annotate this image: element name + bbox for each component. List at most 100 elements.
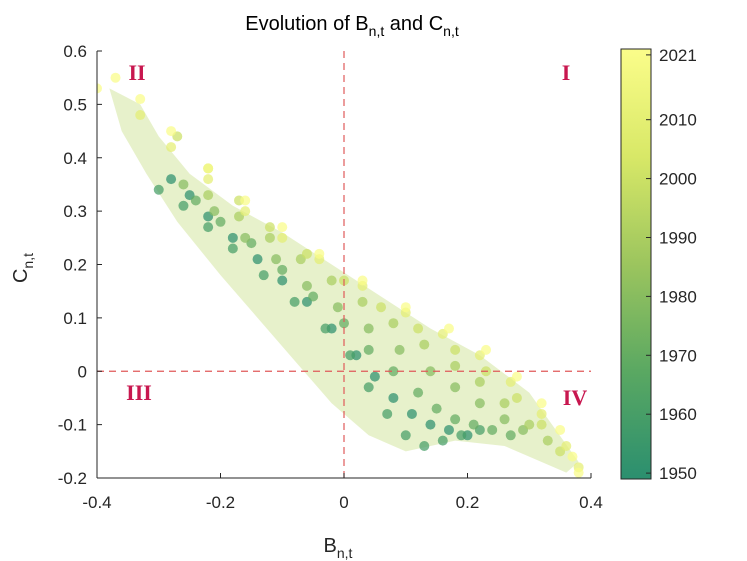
data-point [264, 232, 275, 243]
colorbar-tick-label: 2000 [659, 170, 697, 189]
data-point [487, 424, 498, 435]
data-point [376, 302, 387, 313]
data-point [413, 323, 424, 334]
data-point [536, 398, 547, 409]
y-tick-label: -0.1 [58, 416, 87, 435]
data-point [363, 323, 374, 334]
data-points [97, 72, 584, 478]
data-point [542, 435, 553, 446]
data-point [431, 403, 442, 414]
data-point [400, 430, 411, 441]
series-1970 [190, 195, 516, 441]
colorbar-tick-label: 2010 [659, 111, 697, 130]
data-point [456, 430, 467, 441]
data-point [363, 382, 374, 393]
quadrant-label-i: I [562, 60, 571, 85]
data-point [499, 398, 510, 409]
data-point [308, 291, 319, 302]
data-point [474, 376, 485, 387]
x-tick-label: -0.2 [206, 493, 235, 512]
data-point [240, 232, 251, 243]
data-point [425, 419, 436, 430]
data-point [271, 254, 282, 265]
data-point [419, 440, 430, 451]
series-1980 [178, 179, 529, 435]
data-point [400, 302, 411, 313]
y-tick-label: 0.2 [63, 256, 87, 275]
data-point [301, 248, 312, 259]
data-point [425, 366, 436, 377]
x-tick-label: 0.4 [579, 493, 603, 512]
data-point [135, 94, 146, 105]
axes: -0.4 -0.2 0 0.2 0.4 -0.2 -0.1 0 0.1 0.2 0.3 0.4 0.5 0… [58, 42, 603, 512]
data-point [413, 387, 424, 398]
data-point [277, 232, 288, 243]
x-tick-label: 0 [339, 493, 348, 512]
data-point [536, 419, 547, 430]
data-point [277, 264, 288, 275]
data-point [135, 110, 146, 121]
data-point [215, 216, 226, 227]
data-point [227, 232, 238, 243]
data-point [437, 435, 448, 446]
colorbar-gradient [620, 48, 652, 480]
data-point [320, 323, 331, 334]
data-point [190, 195, 201, 206]
data-point [388, 392, 399, 403]
data-point [555, 424, 566, 435]
quadrant-label-ii: II [128, 60, 145, 85]
data-point [382, 408, 393, 419]
data-point [474, 398, 485, 409]
data-point [406, 408, 417, 419]
chart-title: Evolution of Bn,t and Cn,t [245, 13, 459, 39]
y-axis-label: Cn,t [10, 253, 36, 283]
x-axis-label: Bn,t [324, 535, 353, 561]
data-point [97, 83, 102, 94]
data-point [301, 280, 312, 291]
data-point [394, 344, 405, 355]
x-tick-label: 0.2 [456, 493, 480, 512]
colorbar-tick-label: 1950 [659, 464, 697, 483]
quadrant-label-iv: IV [563, 385, 588, 410]
data-point [153, 184, 164, 195]
y-tick-label: 0.5 [63, 95, 87, 114]
data-point [388, 318, 399, 329]
data-point [110, 72, 121, 83]
x-tick-label: -0.4 [82, 493, 111, 512]
series-1960 [153, 184, 485, 451]
data-point [357, 296, 368, 307]
data-point [252, 254, 263, 265]
data-point [561, 440, 572, 451]
y-tick-label: 0 [78, 362, 87, 381]
data-point [450, 414, 461, 425]
y-tick-label: 0.4 [63, 149, 87, 168]
data-point [258, 270, 269, 281]
plot-background [97, 51, 591, 478]
plot-area [97, 51, 591, 478]
colorbar-tick-label: 2021 [659, 46, 697, 65]
data-point [443, 424, 454, 435]
series-2021 [97, 72, 584, 478]
data-point [468, 419, 479, 430]
data-point [481, 344, 492, 355]
data-point [499, 414, 510, 425]
data-point [450, 344, 461, 355]
data-point [166, 126, 177, 137]
reference-lines [97, 51, 591, 478]
y-tick-label: -0.2 [58, 469, 87, 488]
data-point [264, 222, 275, 233]
data-point [203, 174, 214, 185]
data-point [511, 392, 522, 403]
data-point [277, 222, 288, 233]
data-point [450, 382, 461, 393]
data-point [450, 360, 461, 371]
colorbar: 1950 1960 1970 1980 1990 2000 2010 2021 [620, 46, 697, 483]
data-point [240, 195, 251, 206]
data-point [314, 248, 325, 259]
data-point [419, 339, 430, 350]
data-point [388, 366, 399, 377]
data-point [203, 222, 214, 233]
data-point [511, 371, 522, 382]
